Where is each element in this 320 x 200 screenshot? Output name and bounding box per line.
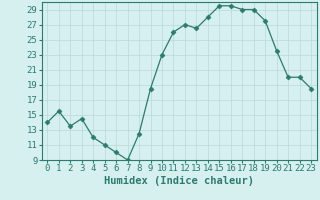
X-axis label: Humidex (Indice chaleur): Humidex (Indice chaleur)	[104, 176, 254, 186]
